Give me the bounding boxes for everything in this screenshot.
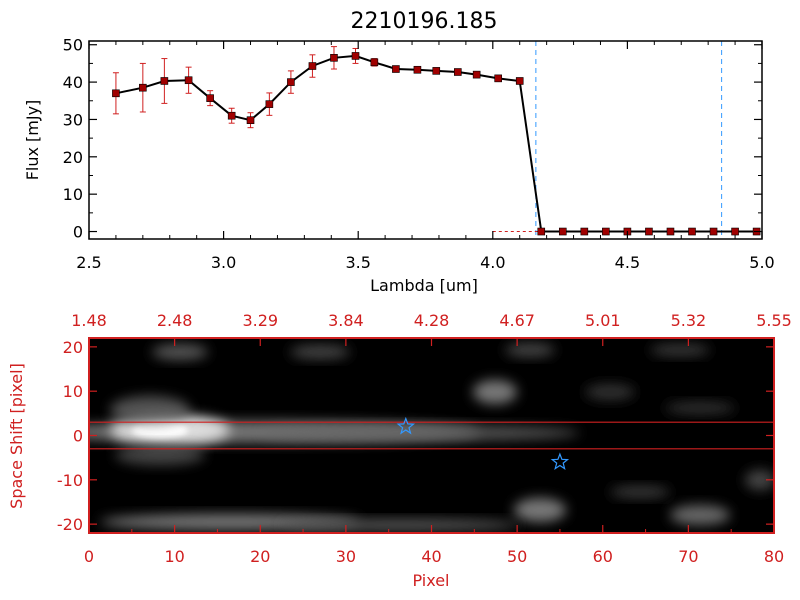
wavelength-tick-label: 4.28 (414, 311, 450, 330)
star-marker-1 (396, 416, 416, 435)
data-point (330, 54, 338, 62)
data-point (558, 227, 567, 236)
wavelength-tick-label: 3.29 (242, 311, 278, 330)
data-point (392, 65, 400, 73)
data-point (472, 70, 481, 79)
space-shift-axis-label: Space Shift [pixel] (7, 363, 26, 509)
data-point (709, 227, 718, 236)
data-point (580, 227, 589, 236)
wavelength-tick-label: 3.84 (328, 311, 364, 330)
pixel-tick-label: 20 (250, 547, 270, 566)
space-shift-tick-label: -20 (57, 515, 83, 534)
reference-lines (492, 41, 762, 239)
image-panel: 0 10 20 30 40 50 60 70 80 1.48 2.48 3.29 3.84 4.28 4.… (7, 311, 792, 590)
data-point (160, 77, 169, 85)
data-point (206, 94, 214, 102)
y-tick-label: 30 (63, 110, 83, 129)
space-shift-tick-label: 20 (63, 338, 83, 357)
data-point (265, 100, 274, 108)
flux-points (112, 52, 761, 236)
space-shift-tick-label: -10 (57, 471, 83, 490)
data-point (494, 74, 502, 83)
pixel-tick-label: 50 (507, 547, 527, 566)
y-tick-label: 0 (73, 223, 83, 242)
data-point (413, 65, 422, 74)
data-point (537, 227, 546, 236)
x-tick-label: 3.5 (345, 253, 370, 272)
x-tick-label: 3.0 (211, 253, 236, 272)
space-shift-axis-ticks: -20 -10 0 10 20 (57, 338, 774, 534)
y-tick-label: 20 (63, 148, 83, 167)
data-point (454, 68, 462, 76)
data-point (112, 89, 120, 98)
data-point (246, 116, 255, 124)
y-axis-label: Flux [mJy] (23, 100, 42, 181)
wavelength-tick-label: 5.55 (756, 311, 792, 330)
aperture-lines (89, 421, 774, 450)
spectrum-panel: 2210196.185 2.5 3.0 3.5 4.0 4.5 5.0 0 10 20 30 40… (23, 9, 775, 295)
error-bars (112, 46, 523, 129)
wavelength-tick-label: 4.67 (499, 311, 535, 330)
spectrum-frame (88, 40, 763, 240)
data-point (308, 62, 317, 70)
data-point (184, 76, 193, 85)
source-markers (396, 416, 570, 470)
x-tick-label: 5.0 (749, 253, 774, 272)
space-shift-tick-label: 0 (73, 427, 83, 446)
data-point (515, 77, 524, 85)
data-point (432, 67, 441, 75)
pixel-tick-label: 30 (336, 547, 356, 566)
pixel-axis-label: Pixel (412, 571, 449, 590)
space-shift-tick-label: 10 (63, 382, 83, 401)
x-tick-label: 4.0 (480, 253, 505, 272)
pixel-tick-label: 10 (164, 547, 184, 566)
data-point (351, 52, 360, 60)
data-point (602, 227, 610, 236)
star-marker-2 (550, 452, 570, 470)
y-tick-label: 50 (63, 36, 83, 55)
y-tick-label: 10 (63, 185, 83, 204)
y-tick-label: 40 (63, 73, 83, 92)
data-point (666, 227, 675, 236)
x-tick-label: 4.5 (615, 253, 640, 272)
x-axis-ticks: 2.5 3.0 3.5 4.0 4.5 5.0 (76, 41, 775, 272)
data-point (731, 227, 739, 236)
wavelength-tick-label: 2.48 (157, 311, 193, 330)
wavelength-tick-label: 5.32 (671, 311, 707, 330)
y-axis-ticks: 0 10 20 30 40 50 (63, 36, 762, 242)
flux-line (115, 54, 757, 233)
pixel-tick-label: 0 (84, 547, 94, 566)
wavelength-axis-ticks: 1.48 2.48 3.29 3.84 4.28 4.67 5.01 5.32 5.55 (71, 311, 792, 346)
data-point (227, 111, 236, 120)
data-point (370, 58, 379, 67)
data-point (645, 227, 653, 236)
wavelength-tick-label: 1.48 (71, 311, 107, 330)
pixel-tick-label: 70 (678, 547, 698, 566)
data-point (688, 227, 696, 236)
x-axis-label: Lambda [um] (370, 276, 478, 295)
data-point (287, 78, 295, 86)
pixel-tick-label: 40 (421, 547, 441, 566)
pixel-axis-ticks: 0 10 20 30 40 50 60 70 80 (84, 525, 784, 566)
chart-title: 2210196.185 (351, 9, 498, 34)
pixel-tick-label: 60 (593, 547, 613, 566)
wavelength-tick-label: 5.01 (585, 311, 621, 330)
pixel-tick-label: 80 (764, 547, 784, 566)
data-point (139, 83, 147, 92)
x-tick-label: 2.5 (76, 253, 101, 272)
